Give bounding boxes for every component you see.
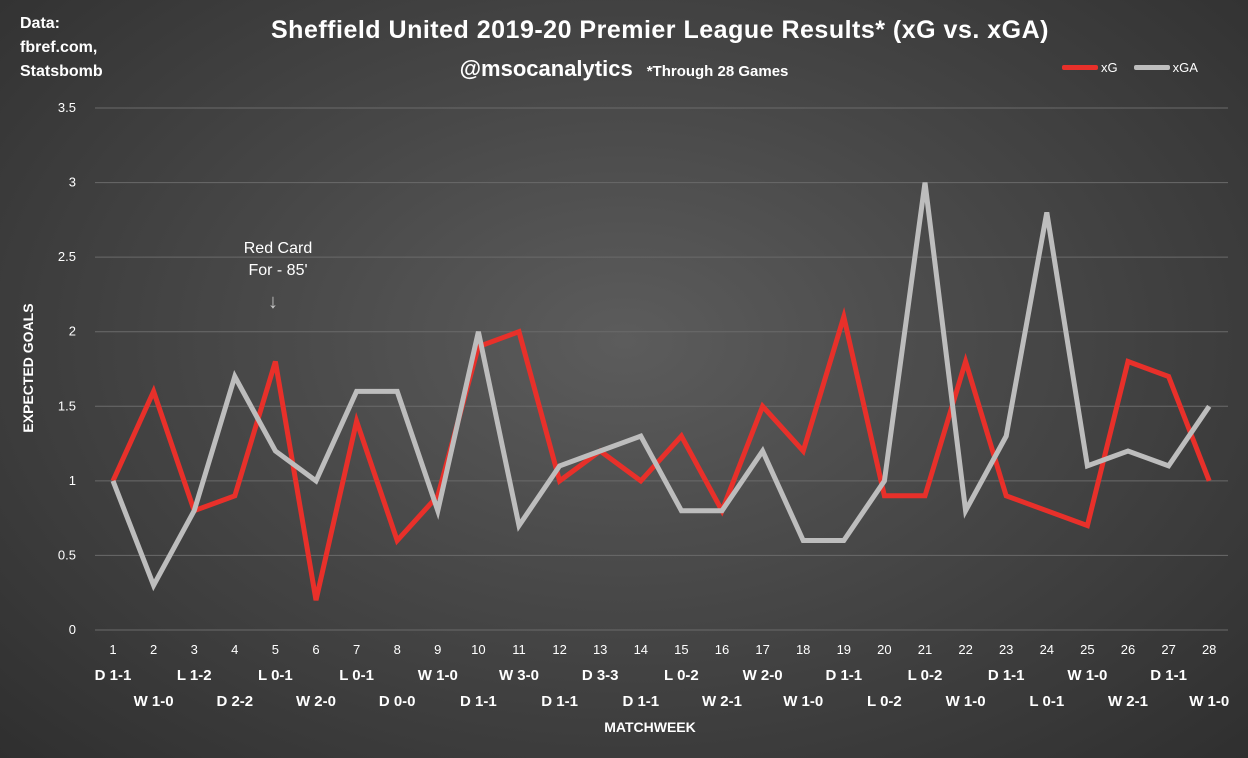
x-tick-label: 26 bbox=[1121, 642, 1135, 657]
y-tick-label: 0.5 bbox=[58, 547, 76, 562]
x-tick-label: 6 bbox=[312, 642, 319, 657]
y-tick-label: 1 bbox=[69, 473, 76, 488]
source-line: fbref.com, bbox=[20, 39, 98, 56]
x-tick-label: 5 bbox=[272, 642, 279, 657]
match-result-label: L 0-1 bbox=[258, 667, 293, 684]
xga-line bbox=[110, 182, 1212, 592]
x-tick-label: 22 bbox=[958, 642, 972, 657]
x-tick-label: 27 bbox=[1161, 642, 1175, 657]
annotation-line: Red Card bbox=[243, 240, 313, 257]
x-tick-label: 13 bbox=[593, 642, 607, 657]
match-result-label: W 2-0 bbox=[743, 667, 783, 684]
x-tick-label: 19 bbox=[837, 642, 851, 657]
match-result-label: L 0-2 bbox=[664, 667, 699, 684]
match-result-label: D 1-1 bbox=[1150, 667, 1187, 684]
y-tick-label: 3.5 bbox=[58, 100, 76, 115]
match-result-label: L 1-2 bbox=[177, 667, 212, 684]
match-result-label: W 1-0 bbox=[1189, 693, 1229, 710]
x-tick-label: 20 bbox=[877, 642, 891, 657]
chart-subtitle: @msocanalytics *Through 28 Games bbox=[0, 56, 1248, 82]
legend-swatch bbox=[1062, 65, 1098, 70]
match-result-label: L 0-1 bbox=[1029, 693, 1064, 710]
x-tick-label: 2 bbox=[150, 642, 157, 657]
x-tick-label: 18 bbox=[796, 642, 810, 657]
x-tick-label: 7 bbox=[353, 642, 360, 657]
match-result-label: D 1-1 bbox=[825, 667, 862, 684]
match-result-label: D 1-1 bbox=[622, 693, 659, 710]
subtitle-note: *Through 28 Games bbox=[646, 63, 789, 80]
y-tick-label: 2 bbox=[69, 324, 76, 339]
match-result-label: W 1-0 bbox=[134, 693, 174, 710]
match-result-label: D 1-1 bbox=[988, 667, 1025, 684]
x-tick-label: 16 bbox=[715, 642, 729, 657]
xg-line bbox=[110, 307, 1212, 601]
x-tick-label: 28 bbox=[1202, 642, 1216, 657]
red-card-annotation: Red Card For - 85' bbox=[218, 238, 338, 282]
match-result-label: D 3-3 bbox=[582, 667, 619, 684]
down-arrow-icon: ↓ bbox=[268, 291, 278, 313]
data-source-note: Data: fbref.com, Statsbomb bbox=[20, 12, 103, 84]
x-tick-label: 12 bbox=[552, 642, 566, 657]
x-tick-label: 24 bbox=[1040, 642, 1054, 657]
match-result-label: L 0-2 bbox=[867, 693, 902, 710]
x-tick-label: 11 bbox=[512, 642, 526, 657]
match-result-label: W 1-0 bbox=[946, 693, 986, 710]
x-tick-label: 1 bbox=[109, 642, 116, 657]
match-result-label: W 1-0 bbox=[783, 693, 823, 710]
author-handle: @msocanalytics bbox=[459, 56, 633, 81]
match-result-labels: D 1-1W 1-0L 1-2D 2-2L 0-1W 2-0L 0-1D 0-0… bbox=[95, 667, 1230, 710]
y-tick-label: 2.5 bbox=[58, 249, 76, 264]
legend-swatch bbox=[1133, 65, 1170, 70]
legend-label: xGA bbox=[1172, 60, 1198, 75]
match-result-label: W 1-0 bbox=[418, 667, 458, 684]
x-tick-label: 21 bbox=[918, 642, 932, 657]
legend-label: xG bbox=[1101, 60, 1118, 75]
x-tick-label: 25 bbox=[1080, 642, 1094, 657]
match-result-label: W 1-0 bbox=[1067, 667, 1107, 684]
match-result-label: W 2-1 bbox=[1108, 693, 1148, 710]
y-axis-label: EXPECTED GOALS bbox=[20, 303, 36, 433]
x-tick-label: 15 bbox=[674, 642, 688, 657]
legend-item-xg: xG bbox=[1062, 60, 1118, 75]
x-tick-label: 9 bbox=[434, 642, 441, 657]
y-tick-label: 3 bbox=[69, 175, 76, 190]
match-result-label: D 1-1 bbox=[460, 693, 497, 710]
match-result-label: W 3-0 bbox=[499, 667, 539, 684]
match-result-label: D 0-0 bbox=[379, 693, 416, 710]
gridlines bbox=[95, 107, 1228, 631]
match-result-label: L 0-1 bbox=[339, 667, 374, 684]
match-result-label: D 2-2 bbox=[216, 693, 253, 710]
x-axis-label: MATCHWEEK bbox=[604, 719, 696, 735]
x-tick-labels: 1 2 3 4 5 6 7 8 9 10 11 12 13 14 15 16 17 18 19 20 21 22 23 24 2… bbox=[109, 642, 1216, 657]
match-result-label: D 1-1 bbox=[95, 667, 132, 684]
source-line: Statsbomb bbox=[20, 63, 103, 80]
legend-item-xga: xGA bbox=[1133, 60, 1198, 75]
x-tick-label: 14 bbox=[634, 642, 648, 657]
match-result-label: L 0-2 bbox=[908, 667, 943, 684]
match-result-label: W 2-0 bbox=[296, 693, 336, 710]
legend: xG xGA bbox=[1062, 60, 1206, 75]
source-line: Data: bbox=[20, 15, 61, 32]
x-tick-label: 4 bbox=[231, 642, 238, 657]
annotation-line: For - 85' bbox=[248, 262, 308, 279]
x-tick-label: 23 bbox=[999, 642, 1013, 657]
y-tick-label: 1.5 bbox=[58, 398, 76, 413]
x-tick-label: 17 bbox=[755, 642, 769, 657]
chart-title: Sheffield United 2019-20 Premier League … bbox=[271, 16, 1049, 44]
x-tick-label: 3 bbox=[191, 642, 198, 657]
match-result-label: D 1-1 bbox=[541, 693, 578, 710]
y-tick-labels: 0 0.5 1 1.5 2 2.5 3 3.5 bbox=[58, 100, 76, 637]
x-tick-label: 10 bbox=[471, 642, 485, 657]
series-lines bbox=[110, 182, 1212, 601]
y-tick-label: 0 bbox=[69, 622, 76, 637]
x-tick-label: 8 bbox=[394, 642, 401, 657]
match-result-label: W 2-1 bbox=[702, 693, 742, 710]
